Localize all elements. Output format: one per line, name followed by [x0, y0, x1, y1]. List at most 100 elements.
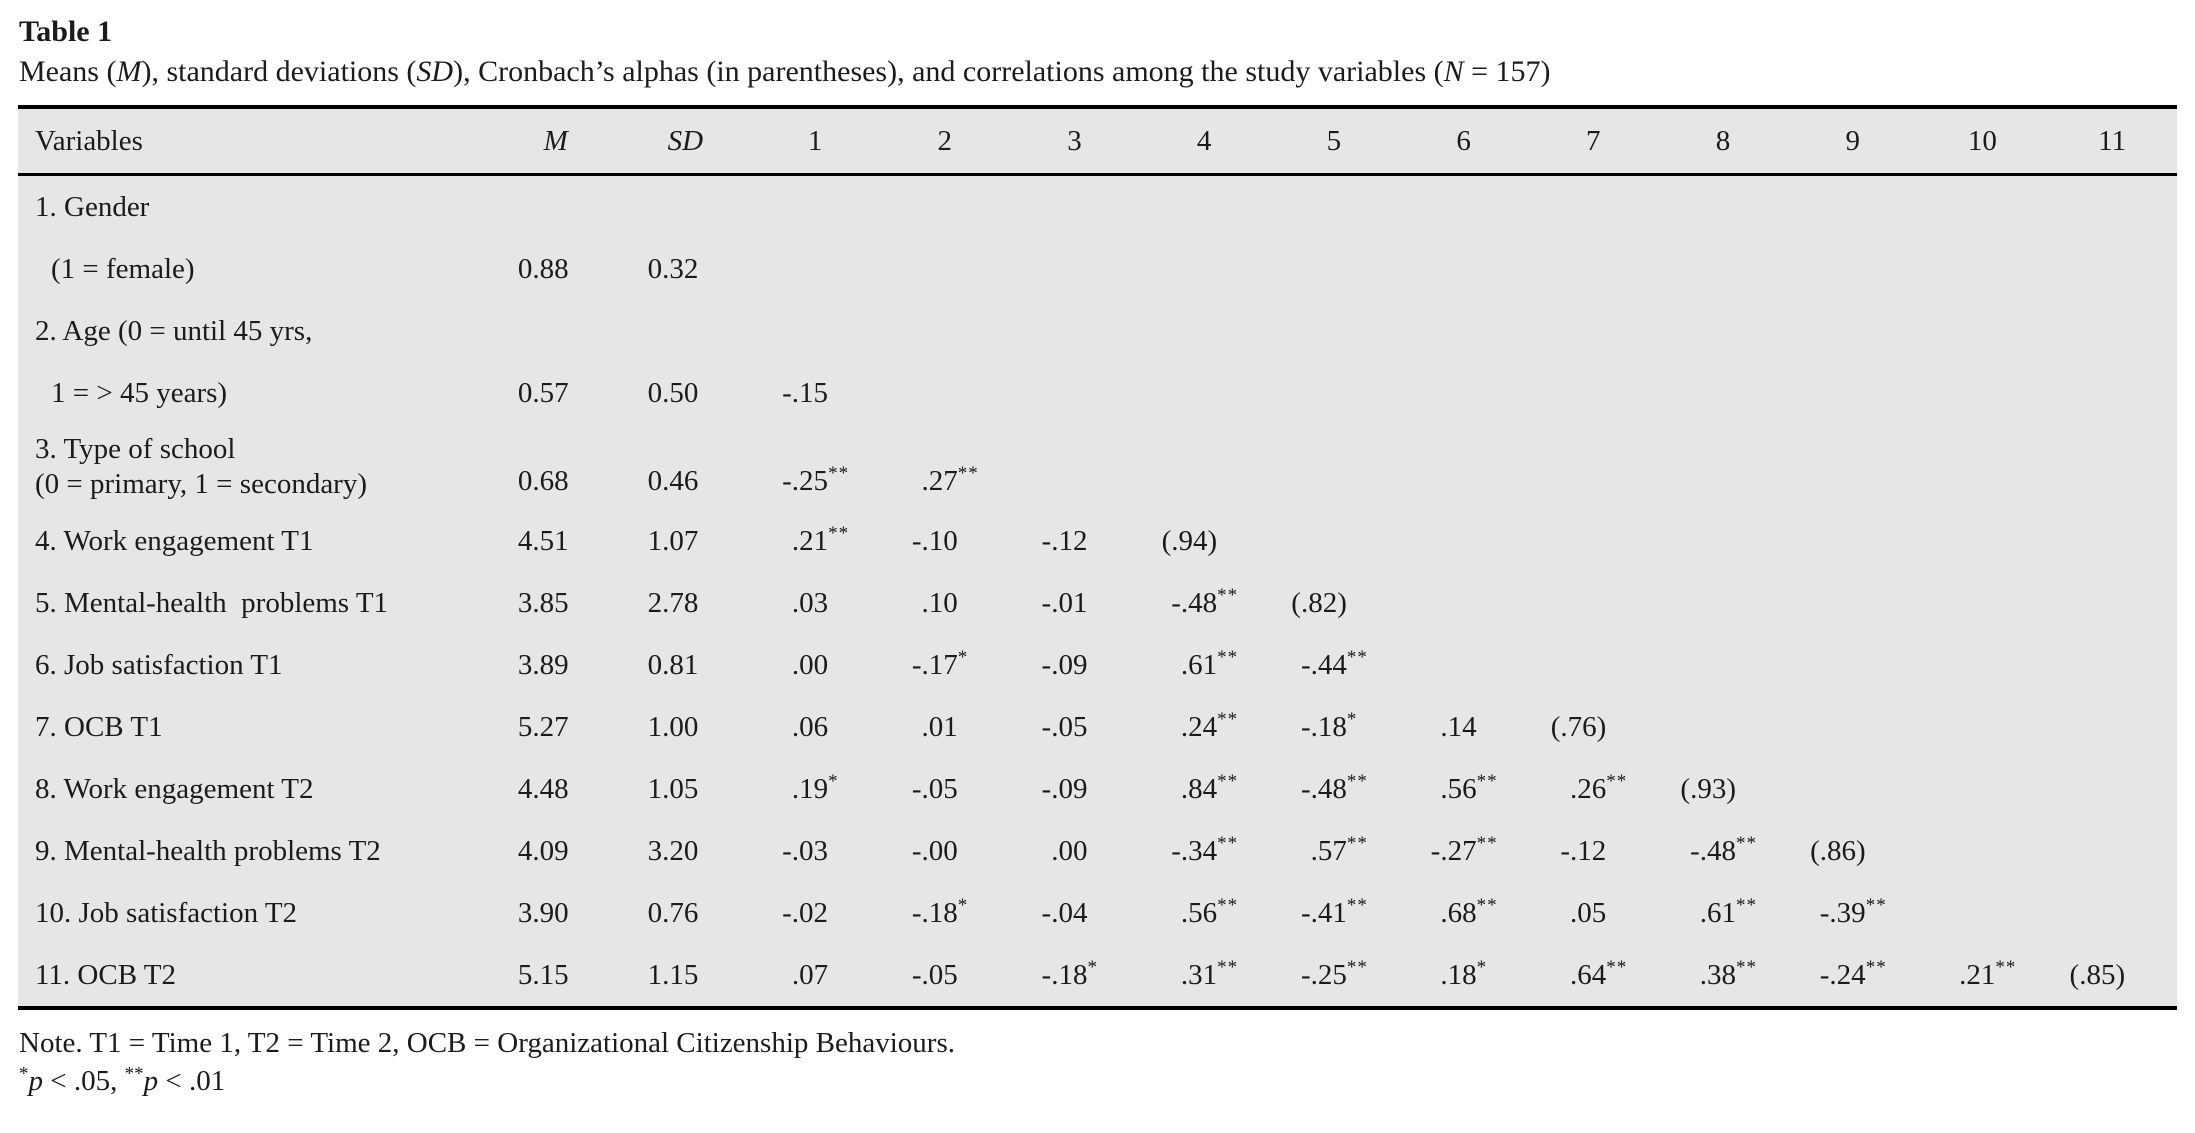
cell-value: -.18 * — [1300, 708, 1358, 743]
cell-value — [1918, 882, 2048, 944]
table-row: 10. Job satisfaction T2 3.90 0.76 -.02 -.18 *… — [18, 882, 2177, 944]
cell-value: 0.76 — [647, 896, 699, 929]
table-row: 6. Job satisfaction T1 3.89 0.81 .00 -.17 * -.… — [18, 634, 2177, 696]
cell-value: 3.90 — [517, 896, 569, 929]
cell-value — [1399, 510, 1529, 572]
table-row: 11. OCB T2 5.15 1.15 .07 -.05 -.18 * .31 ** -.25 *… — [18, 944, 2177, 1008]
cell-value: 4.51 — [517, 524, 569, 557]
cell-value: -.01 — [1041, 586, 1088, 619]
footnote-note: Note. T1 = Time 1, T2 = Time 2, OCB = Or… — [19, 1027, 955, 1059]
table-row: 7. OCB T1 5.27 1.00 .06 .01 -.05 .24 ** -.18 * .14… — [18, 696, 2177, 758]
cell-value: .10 — [921, 586, 958, 619]
cell-value: -.09 — [1041, 648, 1088, 681]
cell-value: .61 ** — [1180, 646, 1239, 681]
cell-value — [1528, 634, 1658, 696]
cell-value — [1918, 696, 2048, 758]
cell-value: .61 ** — [1699, 894, 1757, 929]
cell-value — [750, 300, 880, 362]
cell-value: -.10 — [911, 524, 958, 557]
cell-value: .18 * — [1440, 956, 1488, 991]
row-label: 1 = > 45 years) — [51, 376, 228, 409]
table-subtitle: Means (M), standard deviations (SD), Cro… — [19, 55, 1551, 88]
col-header-sd: SD — [620, 107, 751, 176]
cell-value: 0.50 — [647, 376, 699, 409]
cell-value — [1658, 572, 1788, 634]
cell-value — [1658, 362, 1788, 424]
cell-value: 5.27 — [517, 710, 569, 743]
cell-value — [750, 175, 880, 239]
cell-value — [2047, 238, 2177, 300]
cell-value — [1269, 238, 1399, 300]
cell-value — [1788, 175, 1918, 239]
cell-value: -.05 — [911, 772, 958, 805]
cell-value: 5.15 — [517, 958, 569, 991]
cell-value — [1139, 175, 1269, 239]
cell-value: .03 — [791, 586, 829, 619]
cell-value — [2047, 424, 2177, 510]
cell-value — [1788, 696, 1918, 758]
cell-value — [2047, 696, 2177, 758]
cell-value: -.39 ** — [1819, 894, 1887, 929]
cell-value — [1788, 362, 1918, 424]
cell-value — [1788, 238, 1918, 300]
cell-value: -.44 ** — [1300, 646, 1368, 681]
cell-value: 3.85 — [517, 586, 569, 619]
cell-value: -.48 ** — [1690, 832, 1757, 867]
cell-value — [880, 175, 1010, 239]
cell-value — [1918, 238, 2048, 300]
table-title: Table 1 — [19, 15, 113, 48]
cell-value: (.94) — [1161, 524, 1218, 557]
cell-value: 0.32 — [647, 252, 699, 285]
cell-value: -.00 — [911, 834, 958, 867]
row-label: 10. Job satisfaction T2 — [35, 896, 298, 929]
table-row: 2. Age (0 = until 45 yrs, — [18, 300, 2177, 362]
cell-value — [1658, 696, 1788, 758]
col-header-5: 5 — [1269, 107, 1399, 176]
row-label: 7. OCB T1 — [35, 710, 163, 743]
cell-value — [1269, 300, 1399, 362]
cell-value — [1010, 175, 1140, 239]
cell-value — [1788, 572, 1918, 634]
col-header-7: 7 — [1528, 107, 1659, 176]
cell-value: -.05 — [911, 958, 958, 991]
cell-value: -.34 ** — [1171, 832, 1239, 867]
table-row: (1 = female) 0.88 0.32 — [18, 238, 2177, 300]
cell-value — [1918, 424, 2048, 510]
cell-value — [1788, 424, 1918, 510]
cell-value: 0.88 — [517, 252, 569, 285]
cell-value: .24 ** — [1180, 708, 1239, 743]
cell-value — [1269, 510, 1399, 572]
cell-value — [491, 300, 621, 362]
cell-value — [1139, 238, 1269, 300]
cell-value: .57 ** — [1310, 832, 1368, 867]
cell-value: -.41 ** — [1300, 894, 1368, 929]
cell-value — [1399, 238, 1529, 300]
cell-value — [1918, 175, 2048, 239]
cell-value — [2047, 634, 2177, 696]
cell-value — [1788, 300, 1918, 362]
cell-value: (.86) — [1810, 834, 1866, 867]
cell-value — [1918, 758, 2048, 820]
col-header-2: 2 — [879, 107, 1010, 176]
cell-value: 1.15 — [647, 958, 699, 991]
cell-value: -.04 — [1041, 896, 1088, 929]
row-label: 8. Work engagement T2 — [35, 772, 314, 805]
cell-value: -.09 — [1041, 772, 1088, 805]
cell-value: -.03 — [782, 834, 829, 867]
col-header-variables: Variables — [18, 107, 491, 176]
row-label: (1 = female) — [51, 252, 195, 285]
cell-value: (.76) — [1550, 710, 1607, 743]
cell-value: .31 ** — [1180, 956, 1239, 991]
cell-value — [1528, 424, 1658, 510]
col-header-4: 4 — [1139, 107, 1270, 176]
table-footnotes: Note. T1 = Time 1, T2 = Time 2, OCB = Or… — [19, 1024, 2177, 1100]
cell-value: 4.09 — [517, 834, 569, 867]
cell-value — [1658, 634, 1788, 696]
cell-value — [2047, 362, 2177, 424]
cell-value — [1399, 362, 1529, 424]
cell-value — [2047, 572, 2177, 634]
cell-value: 0.57 — [517, 376, 569, 409]
cell-value — [1399, 634, 1529, 696]
cell-value: 1.05 — [647, 772, 699, 805]
cell-value — [1788, 758, 1918, 820]
